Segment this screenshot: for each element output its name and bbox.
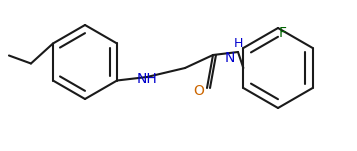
Text: NH: NH xyxy=(137,72,157,86)
Text: O: O xyxy=(193,84,205,98)
Text: N: N xyxy=(225,51,235,65)
Text: H: H xyxy=(233,37,243,50)
Text: F: F xyxy=(279,26,287,40)
